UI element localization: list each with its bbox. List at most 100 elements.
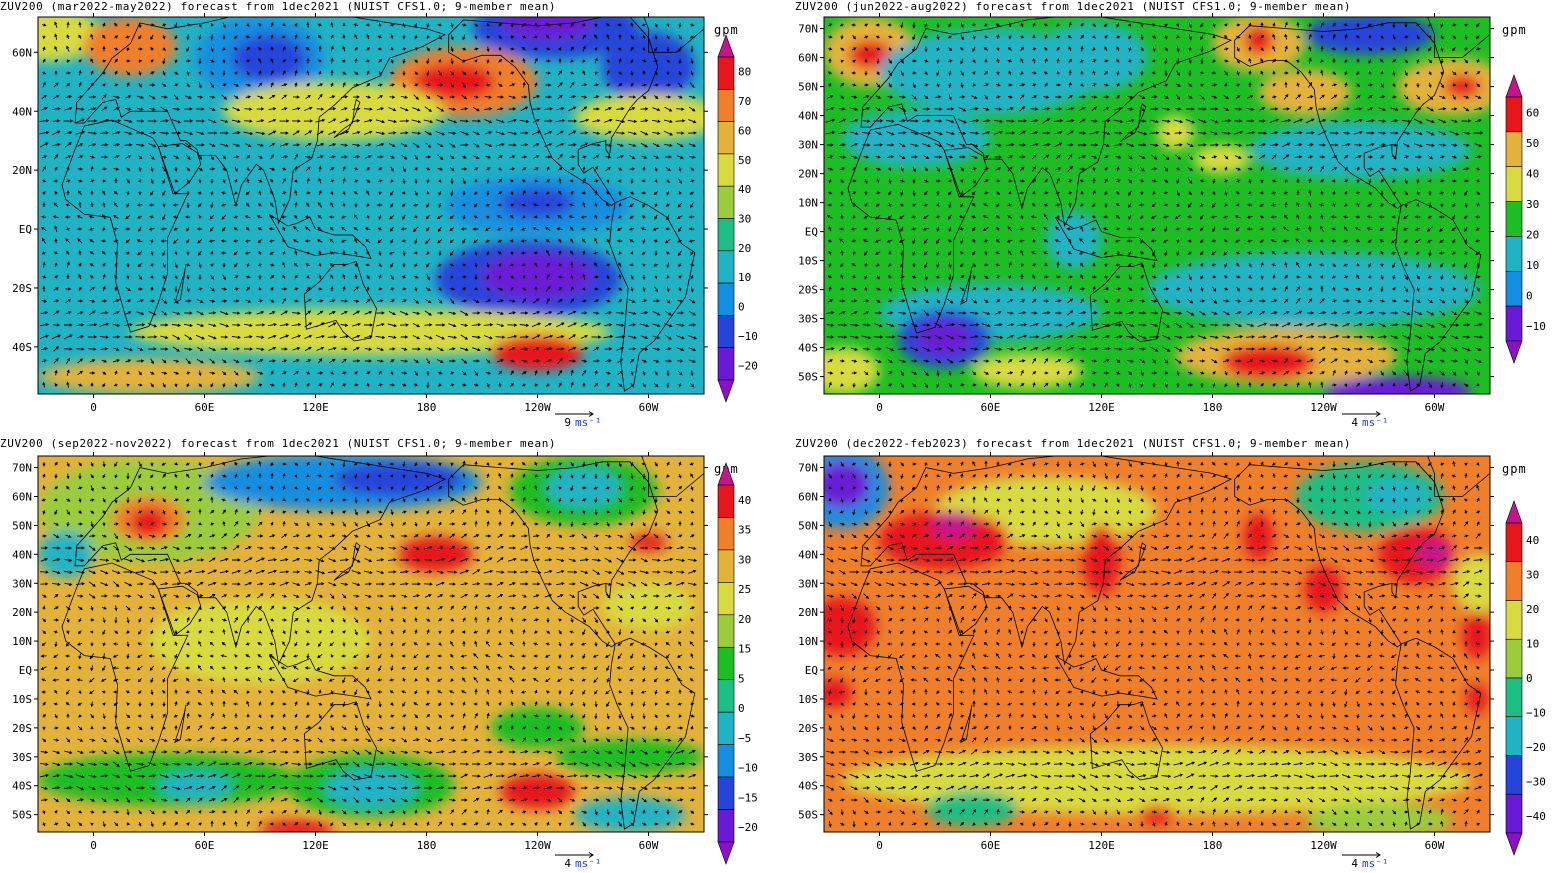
wind-vector <box>197 191 202 195</box>
wind-vector <box>933 131 943 136</box>
wind-vector <box>293 522 299 526</box>
wind-vector <box>53 202 59 208</box>
wind-vector <box>1116 22 1120 28</box>
wind-vector <box>150 462 154 467</box>
wind-vector <box>618 629 622 636</box>
wind-vector <box>40 582 49 586</box>
wind-vector <box>532 118 540 123</box>
wind-vector <box>486 520 490 527</box>
wind-vector <box>1404 59 1409 64</box>
wind-vector <box>828 250 832 255</box>
wind-vector <box>150 702 154 707</box>
wind-vector <box>112 299 120 303</box>
wind-vector <box>1187 239 1192 243</box>
wind-vector <box>1176 287 1181 291</box>
wind-vector <box>1032 238 1036 243</box>
wind-vector <box>426 47 430 52</box>
wind-vector <box>1271 311 1278 315</box>
wind-vector <box>1450 143 1458 147</box>
wind-vector <box>876 274 880 280</box>
wind-vector <box>426 274 430 281</box>
wind-vector <box>258 486 262 490</box>
wind-vector <box>640 558 648 563</box>
wind-vector <box>89 227 95 231</box>
wind-vector <box>498 472 502 479</box>
wind-vector <box>330 57 334 64</box>
wind-vector <box>533 167 539 171</box>
wind-vector <box>222 676 226 683</box>
wind-vector <box>1008 83 1013 87</box>
wind-vector <box>1367 167 1374 171</box>
wind-vector <box>232 239 239 243</box>
wind-vector <box>1138 119 1147 123</box>
wind-vector <box>126 510 130 514</box>
wind-vector <box>161 641 166 647</box>
wind-vector <box>64 558 73 562</box>
wind-vector <box>198 34 202 41</box>
wind-vector <box>414 154 418 161</box>
wind-vector <box>1245 335 1255 339</box>
wind-vector <box>42 275 47 279</box>
wind-vector <box>102 653 106 660</box>
wind-vector <box>923 191 928 196</box>
wind-vector <box>497 347 504 351</box>
wind-vector <box>1020 202 1024 207</box>
wind-vector <box>606 641 610 648</box>
wind-vector <box>292 570 301 574</box>
wind-vector <box>1464 23 1468 27</box>
wind-vector <box>485 534 492 538</box>
wind-vector <box>497 155 504 159</box>
wind-vector <box>173 359 180 363</box>
wind-vector <box>402 498 406 503</box>
wind-vector <box>342 510 347 514</box>
wind-vector <box>1272 58 1277 63</box>
wind-vector <box>593 154 600 160</box>
wind-vector <box>1284 21 1288 28</box>
wind-vector <box>545 383 550 387</box>
wind-vector <box>630 250 634 255</box>
wind-vector <box>209 107 216 111</box>
wind-vector <box>1020 369 1024 376</box>
wind-vector <box>828 285 832 292</box>
wind-vector <box>1032 34 1036 39</box>
wind-vector <box>1271 347 1278 351</box>
wind-vector <box>826 106 835 111</box>
wind-vector <box>389 383 396 387</box>
wind-vector <box>341 215 347 219</box>
wind-vector <box>1260 47 1264 52</box>
wind-vector <box>604 546 613 550</box>
wind-vector <box>1211 298 1218 304</box>
wind-vector <box>389 618 394 622</box>
wind-vector <box>354 167 359 171</box>
wind-vector <box>690 702 695 706</box>
wind-vector <box>630 485 634 491</box>
wind-vector <box>244 311 252 315</box>
wind-vector <box>1140 82 1144 87</box>
wind-vector <box>1428 262 1432 269</box>
wind-vector <box>911 215 917 219</box>
wind-vector <box>78 383 83 387</box>
wind-vector <box>269 94 276 99</box>
coastline <box>609 637 696 830</box>
wind-vector <box>162 58 166 65</box>
wind-vector <box>245 678 251 682</box>
wind-vector <box>222 274 226 281</box>
wind-vector <box>654 510 658 514</box>
wind-vector <box>654 203 658 208</box>
wind-vector <box>342 521 346 528</box>
wind-vector <box>924 262 928 269</box>
wind-vector <box>1390 311 1399 315</box>
wind-vector <box>521 95 528 99</box>
wind-vector <box>100 131 109 135</box>
wind-vector <box>90 461 94 467</box>
wind-vector <box>666 214 670 221</box>
anomaly-region <box>630 534 667 552</box>
wind-vector <box>1342 299 1350 303</box>
wind-vector <box>972 383 977 387</box>
wind-vector <box>1150 346 1159 352</box>
wind-vector <box>426 497 430 502</box>
wind-vector <box>114 274 118 279</box>
wind-vector <box>570 485 574 492</box>
wind-vector <box>616 346 625 351</box>
wind-vector <box>1366 323 1375 327</box>
